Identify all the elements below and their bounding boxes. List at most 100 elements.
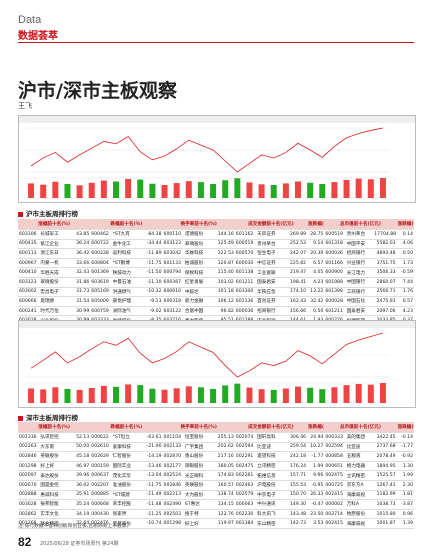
- volume-bar: [28, 183, 35, 198]
- table-cell: 时代万恒: [39, 306, 67, 317]
- table-cell: 601166: [324, 258, 346, 269]
- table-cell: *ST恒立: [111, 432, 140, 443]
- table-cell: 浙江东日: [39, 248, 67, 259]
- table-cell: -9.13: [139, 296, 163, 307]
- table-cell: 000668: [90, 499, 112, 510]
- table-cell: *ST九有: [111, 229, 140, 240]
- table-cell: -3.87: [396, 499, 414, 510]
- table-cell: 600113: [18, 248, 40, 259]
- table-cell: 600519: [324, 229, 346, 240]
- volume-bar: [343, 179, 350, 198]
- column-header: 总市值前十名(亿元): [324, 219, 397, 230]
- table-cell: 科大讯飞: [256, 509, 284, 520]
- table-cell: 36.02: [66, 480, 91, 491]
- table-cell: 遥望科技: [256, 451, 284, 462]
- table-cell: 600036: [234, 306, 257, 317]
- table-cell: 陕鼓动力: [111, 267, 140, 278]
- table-cell: 惠威科技: [39, 490, 67, 501]
- table-cell: 225.82: [283, 258, 308, 269]
- table-cell: 兴业银行: [345, 258, 374, 269]
- table-cell: 600030: [234, 258, 257, 269]
- table-cell: 1894.95: [373, 461, 397, 472]
- table-cell: 0.14: [396, 229, 414, 240]
- table-cell: 4.23: [396, 306, 414, 317]
- column-header: 涨跌幅(%): [307, 422, 325, 433]
- table-cell: 600462: [90, 229, 112, 240]
- table-row: 002888 惠威科技 35.91 000885 *ST城建 -11.49 002213 大为…: [18, 490, 414, 501]
- table-cell: 600228: [90, 248, 112, 259]
- volume-bar: [355, 383, 362, 403]
- column-header: 涨跌幅(%): [307, 219, 325, 230]
- table-cell: 1.81: [396, 490, 414, 501]
- volume-bar: [52, 387, 59, 403]
- volume-bar: [331, 182, 338, 198]
- table-cell: 603619: [90, 277, 112, 288]
- column-header: 涨幅前十名(%): [18, 422, 91, 433]
- table-cell: 新力金融: [183, 296, 212, 307]
- table-cell: 10.27: [307, 442, 325, 453]
- volume-bar: [173, 388, 180, 403]
- table-cell: 国际实业: [111, 461, 140, 472]
- table-cell: 1001.87: [373, 518, 397, 529]
- table-cell: 好上好: [39, 461, 67, 472]
- table-cell: 长江电力: [345, 267, 374, 278]
- table-cell: 43.85: [66, 229, 91, 240]
- table-cell: 13.22: [307, 287, 325, 298]
- table-cell: 天风证券: [256, 229, 284, 240]
- table-cell: 600367: [162, 277, 184, 288]
- table-cell: 张家界: [111, 509, 140, 520]
- table-cell: 001268: [18, 518, 40, 529]
- table-cell: 202.62: [211, 442, 235, 453]
- table-cell: 翠微股份: [183, 239, 212, 250]
- table-cell: 红星发展: [183, 277, 212, 288]
- table-cell: -11.75: [139, 258, 163, 269]
- table-cell: 252.53: [283, 239, 308, 250]
- table-cell: 000885: [90, 490, 112, 501]
- volume-bar: [125, 178, 132, 198]
- table-cell: 002207: [90, 480, 112, 491]
- volume-bar: [88, 388, 95, 403]
- table-cell: 002846: [18, 451, 40, 462]
- table-cell: 125.49: [211, 239, 235, 250]
- volume-bar: [149, 183, 156, 198]
- table-cell: -1.77: [307, 451, 325, 462]
- table-cell: 600722: [90, 239, 112, 250]
- volume-bar: [197, 387, 204, 403]
- table-cell: 华胜天成: [39, 267, 67, 278]
- table-cell: -0.59: [396, 267, 414, 278]
- table-cell: 英联股份: [183, 480, 212, 491]
- table-cell: 144.16: [211, 229, 235, 240]
- table-cell: 1.30: [396, 461, 414, 472]
- volume-bar: [307, 387, 314, 403]
- table-cell: 600610: [162, 287, 184, 298]
- volume-bar: [258, 389, 265, 403]
- volume-bar: [185, 386, 192, 403]
- table-cell: 002074: [234, 432, 257, 443]
- table-cell: 30.99: [66, 306, 91, 317]
- table-row: 001336 弘讯智控 52.13 000622 *ST恒立 -63.61 001104 恒宝…: [18, 432, 414, 443]
- table-cell: 合富中国: [183, 306, 212, 317]
- table-row: 600967 内蒙一机 33.66 600804 *ST鹏博 -11.75 601133 柏诚…: [18, 258, 414, 269]
- table-cell: -0.95: [307, 480, 325, 491]
- table-cell: 五粮液: [345, 451, 374, 462]
- volume-bar: [282, 388, 289, 403]
- table-cell: 海康威视: [345, 490, 374, 501]
- table-cell: 96.82: [211, 306, 235, 317]
- table-cell: 219.47: [283, 267, 308, 278]
- table-cell: 2566.71: [373, 287, 397, 298]
- table-cell: -34.44: [139, 239, 163, 250]
- table-cell: 002594: [234, 442, 257, 453]
- table-cell: 600036: [324, 248, 346, 259]
- table-cell: 002888: [18, 490, 40, 501]
- table-cell: 4.23: [307, 277, 325, 288]
- volume-bar: [137, 179, 144, 198]
- table-cell: 2078.49: [373, 451, 397, 462]
- table-cell: 1.99: [307, 461, 325, 472]
- table-cell: 155.53: [283, 480, 308, 491]
- table-cell: 中信证券: [256, 258, 284, 269]
- table-cell: 2097.06: [373, 306, 397, 317]
- table-row: 603123 翠微股份 31.86 603619 中曼石油 -11.10 600367 红星发…: [18, 277, 414, 288]
- column-header: 涨跌幅(%): [396, 219, 414, 230]
- volume-bar: [137, 385, 144, 403]
